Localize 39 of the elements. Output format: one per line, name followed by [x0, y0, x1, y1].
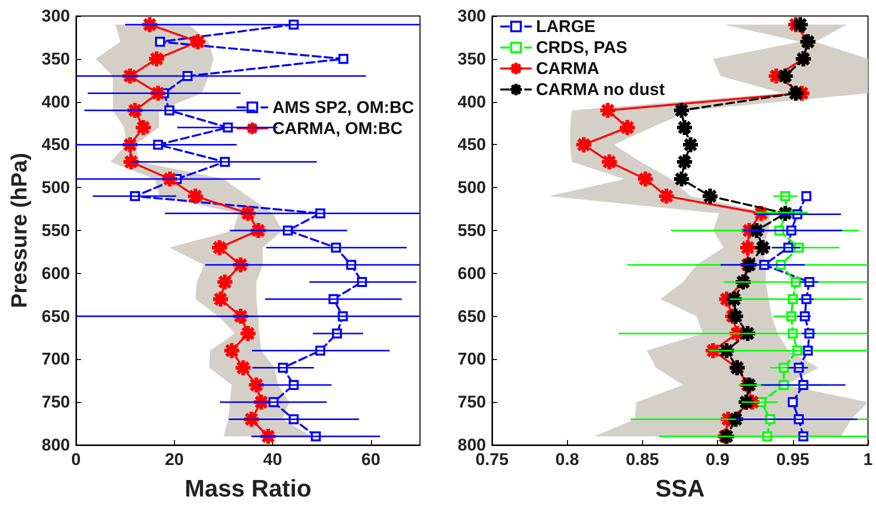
y-tick-label: 750 [458, 392, 486, 412]
x-tick-label: 60 [361, 450, 380, 469]
y-tick-label: 450 [458, 135, 486, 154]
x-tick-label: 20 [164, 450, 184, 469]
y-tick-label: 700 [42, 350, 70, 369]
legend-label: CARMA [536, 59, 600, 78]
y-tick-label: 800 [42, 436, 70, 454]
legend-label: AMS SP2, OM:BC [272, 98, 414, 117]
y-tick-label: 600 [458, 264, 486, 283]
x-axis-title: Mass Ratio [184, 476, 312, 502]
x-tick-label: 0.95 [776, 450, 810, 469]
y-tick-label: 350 [458, 49, 486, 68]
y-tick-label: 650 [42, 306, 70, 326]
legend-label: CARMA no dust [536, 80, 666, 99]
x-tick-label: 0.8 [555, 450, 580, 469]
x-tick-label: 0.85 [626, 450, 659, 469]
y-tick-label: 550 [458, 221, 486, 240]
x-tick-label: 40 [263, 450, 282, 469]
y-tick-label: 600 [42, 264, 70, 283]
y-tick-label: 500 [42, 178, 70, 198]
legend-label: LARGE [536, 17, 596, 36]
y-tick-label: 650 [458, 306, 486, 326]
y-axis-title: Pressure (hPa) [6, 152, 32, 308]
y-tick-label: 700 [458, 350, 486, 369]
x-tick-label: 0.9 [706, 450, 730, 469]
legend-label: CARMA, OM:BC [272, 118, 403, 138]
x-axis-title: SSA [655, 476, 705, 502]
y-tick-label: 550 [42, 221, 70, 240]
y-tick-label: 400 [42, 92, 70, 112]
legend-label: CRDS, PAS [536, 38, 628, 57]
y-tick-label: 300 [42, 6, 70, 26]
y-tick-label: 400 [458, 92, 486, 112]
y-tick-label: 300 [458, 6, 486, 26]
y-tick-label: 500 [458, 178, 486, 198]
x-tick-label: 1 [863, 450, 873, 469]
y-tick-label: 350 [42, 49, 70, 68]
y-tick-label: 750 [42, 392, 70, 412]
y-tick-label: 450 [42, 135, 70, 154]
x-tick-label: 0 [71, 450, 81, 469]
